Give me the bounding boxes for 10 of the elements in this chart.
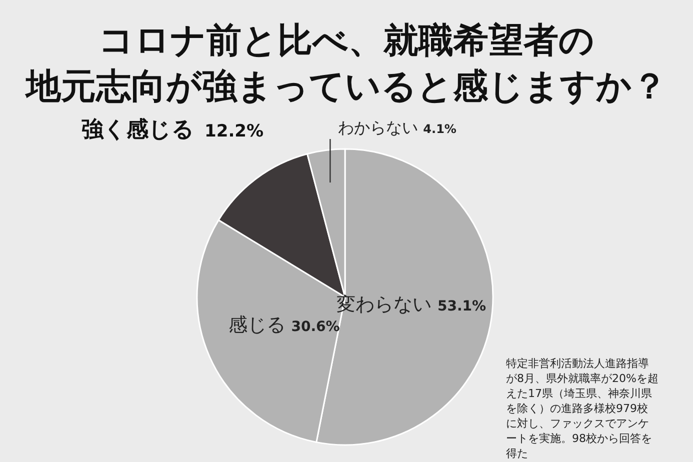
data-label: 30.6% [291, 318, 340, 335]
slice-label: 変わらない [336, 293, 432, 316]
slice-label: 強く感じる [82, 117, 195, 142]
slice-label: 感じる [228, 314, 286, 336]
slice-label: わからない [338, 118, 418, 137]
data-label: 12.2% [204, 121, 264, 142]
data-label: 4.1% [423, 122, 456, 136]
data-label: 53.1% [437, 298, 486, 314]
text: 特定非営利活動法人進路指導が8月、県外就職率が20%を超えた17県（埼玉県、神奈川県を除く）の進路多様校979校に対し、ファックスでアンケートを実施。98校から回答を得た [506, 357, 658, 460]
chart-title: コロナ前と比べ、就職希望者の地元志向が強まっていると感じますか？ [24, 21, 667, 107]
